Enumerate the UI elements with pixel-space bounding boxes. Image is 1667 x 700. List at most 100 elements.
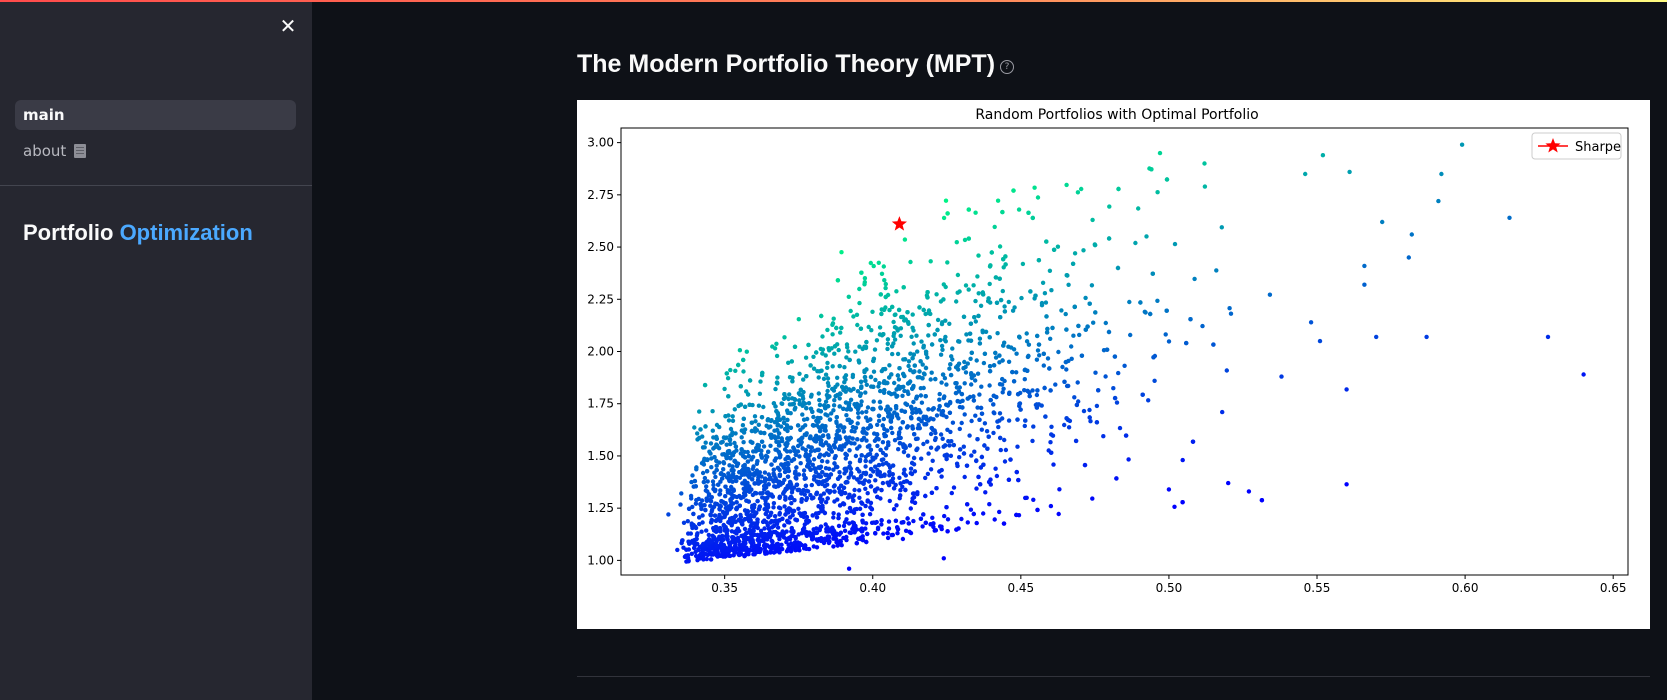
data-point — [752, 481, 757, 486]
data-point — [891, 319, 896, 325]
data-point — [1090, 496, 1095, 501]
data-point — [1094, 420, 1100, 425]
data-point — [812, 531, 817, 536]
data-point — [929, 370, 934, 375]
data-point — [745, 392, 751, 397]
data-point — [945, 517, 951, 522]
help-circle-icon[interactable]: ? — [1000, 60, 1014, 74]
data-point — [971, 394, 976, 399]
data-point — [945, 260, 950, 265]
data-point — [892, 312, 897, 318]
data-point — [991, 393, 996, 398]
data-point — [726, 418, 732, 423]
data-point — [991, 363, 997, 368]
data-point — [1044, 330, 1050, 335]
close-sidebar-button[interactable]: ✕ — [278, 16, 298, 36]
data-point — [707, 449, 712, 454]
data-point — [823, 440, 829, 445]
data-point — [1246, 489, 1252, 494]
data-point — [868, 260, 873, 266]
data-point — [773, 404, 778, 409]
data-point — [763, 453, 769, 459]
data-point — [1279, 374, 1284, 379]
data-point — [1015, 417, 1020, 422]
data-point — [1047, 268, 1053, 273]
y-tick-label: 1.50 — [587, 449, 614, 463]
data-point — [976, 253, 981, 258]
data-point — [917, 305, 922, 310]
data-point — [814, 423, 819, 428]
data-point — [907, 443, 913, 448]
data-point — [831, 544, 836, 549]
data-point — [1114, 400, 1120, 405]
data-point — [885, 530, 890, 536]
data-point — [714, 436, 719, 441]
data-point — [928, 522, 933, 527]
data-point — [1406, 255, 1411, 260]
data-point — [774, 353, 780, 359]
data-point — [700, 445, 706, 450]
data-point — [814, 350, 819, 355]
data-point — [887, 307, 892, 313]
data-point — [1114, 476, 1119, 481]
data-point — [883, 281, 888, 287]
sidebar-item-about[interactable]: about — [15, 136, 296, 166]
data-point — [718, 525, 723, 531]
data-point — [697, 521, 702, 527]
data-point — [915, 426, 921, 431]
legend-star-icon — [1545, 138, 1561, 153]
data-point — [717, 535, 722, 541]
data-point — [779, 542, 784, 547]
data-point — [854, 506, 859, 512]
data-point — [923, 365, 929, 371]
sidebar-item-label: main — [23, 106, 65, 124]
data-point — [954, 527, 959, 532]
data-point — [811, 423, 816, 428]
data-point — [782, 469, 788, 475]
data-point — [812, 438, 818, 444]
data-point — [1075, 190, 1081, 195]
data-point — [858, 536, 863, 542]
data-point — [759, 454, 764, 459]
data-point — [945, 211, 950, 216]
data-point — [781, 491, 786, 496]
data-point — [989, 250, 994, 255]
data-point — [734, 500, 739, 505]
data-point — [979, 454, 985, 460]
data-point — [899, 408, 904, 413]
data-point — [915, 375, 920, 380]
data-point — [839, 250, 844, 255]
data-point — [937, 403, 942, 409]
data-point — [937, 469, 942, 474]
data-point — [796, 317, 801, 322]
data-point — [838, 330, 843, 335]
data-point — [991, 410, 996, 415]
data-point — [1019, 295, 1024, 301]
data-point — [789, 359, 794, 364]
data-point — [830, 332, 835, 337]
data-point — [755, 498, 760, 504]
data-point — [721, 510, 726, 515]
data-point — [918, 386, 923, 391]
data-point — [1220, 409, 1225, 415]
data-point — [1439, 171, 1444, 177]
data-point — [942, 513, 947, 519]
data-point — [793, 405, 798, 410]
data-point — [837, 435, 842, 441]
data-point — [1032, 185, 1037, 190]
data-point — [871, 406, 876, 412]
data-point — [777, 510, 782, 516]
data-point — [843, 519, 848, 525]
data-point — [923, 475, 928, 481]
data-point — [834, 531, 839, 536]
data-point — [968, 338, 974, 343]
data-point — [1227, 306, 1232, 311]
data-point — [789, 402, 795, 407]
data-point — [1214, 268, 1219, 273]
data-point — [749, 544, 755, 549]
data-point — [978, 303, 984, 308]
data-point — [915, 492, 920, 497]
data-point — [985, 446, 990, 451]
sidebar-item-main[interactable]: main — [15, 100, 296, 130]
data-point — [695, 431, 700, 436]
